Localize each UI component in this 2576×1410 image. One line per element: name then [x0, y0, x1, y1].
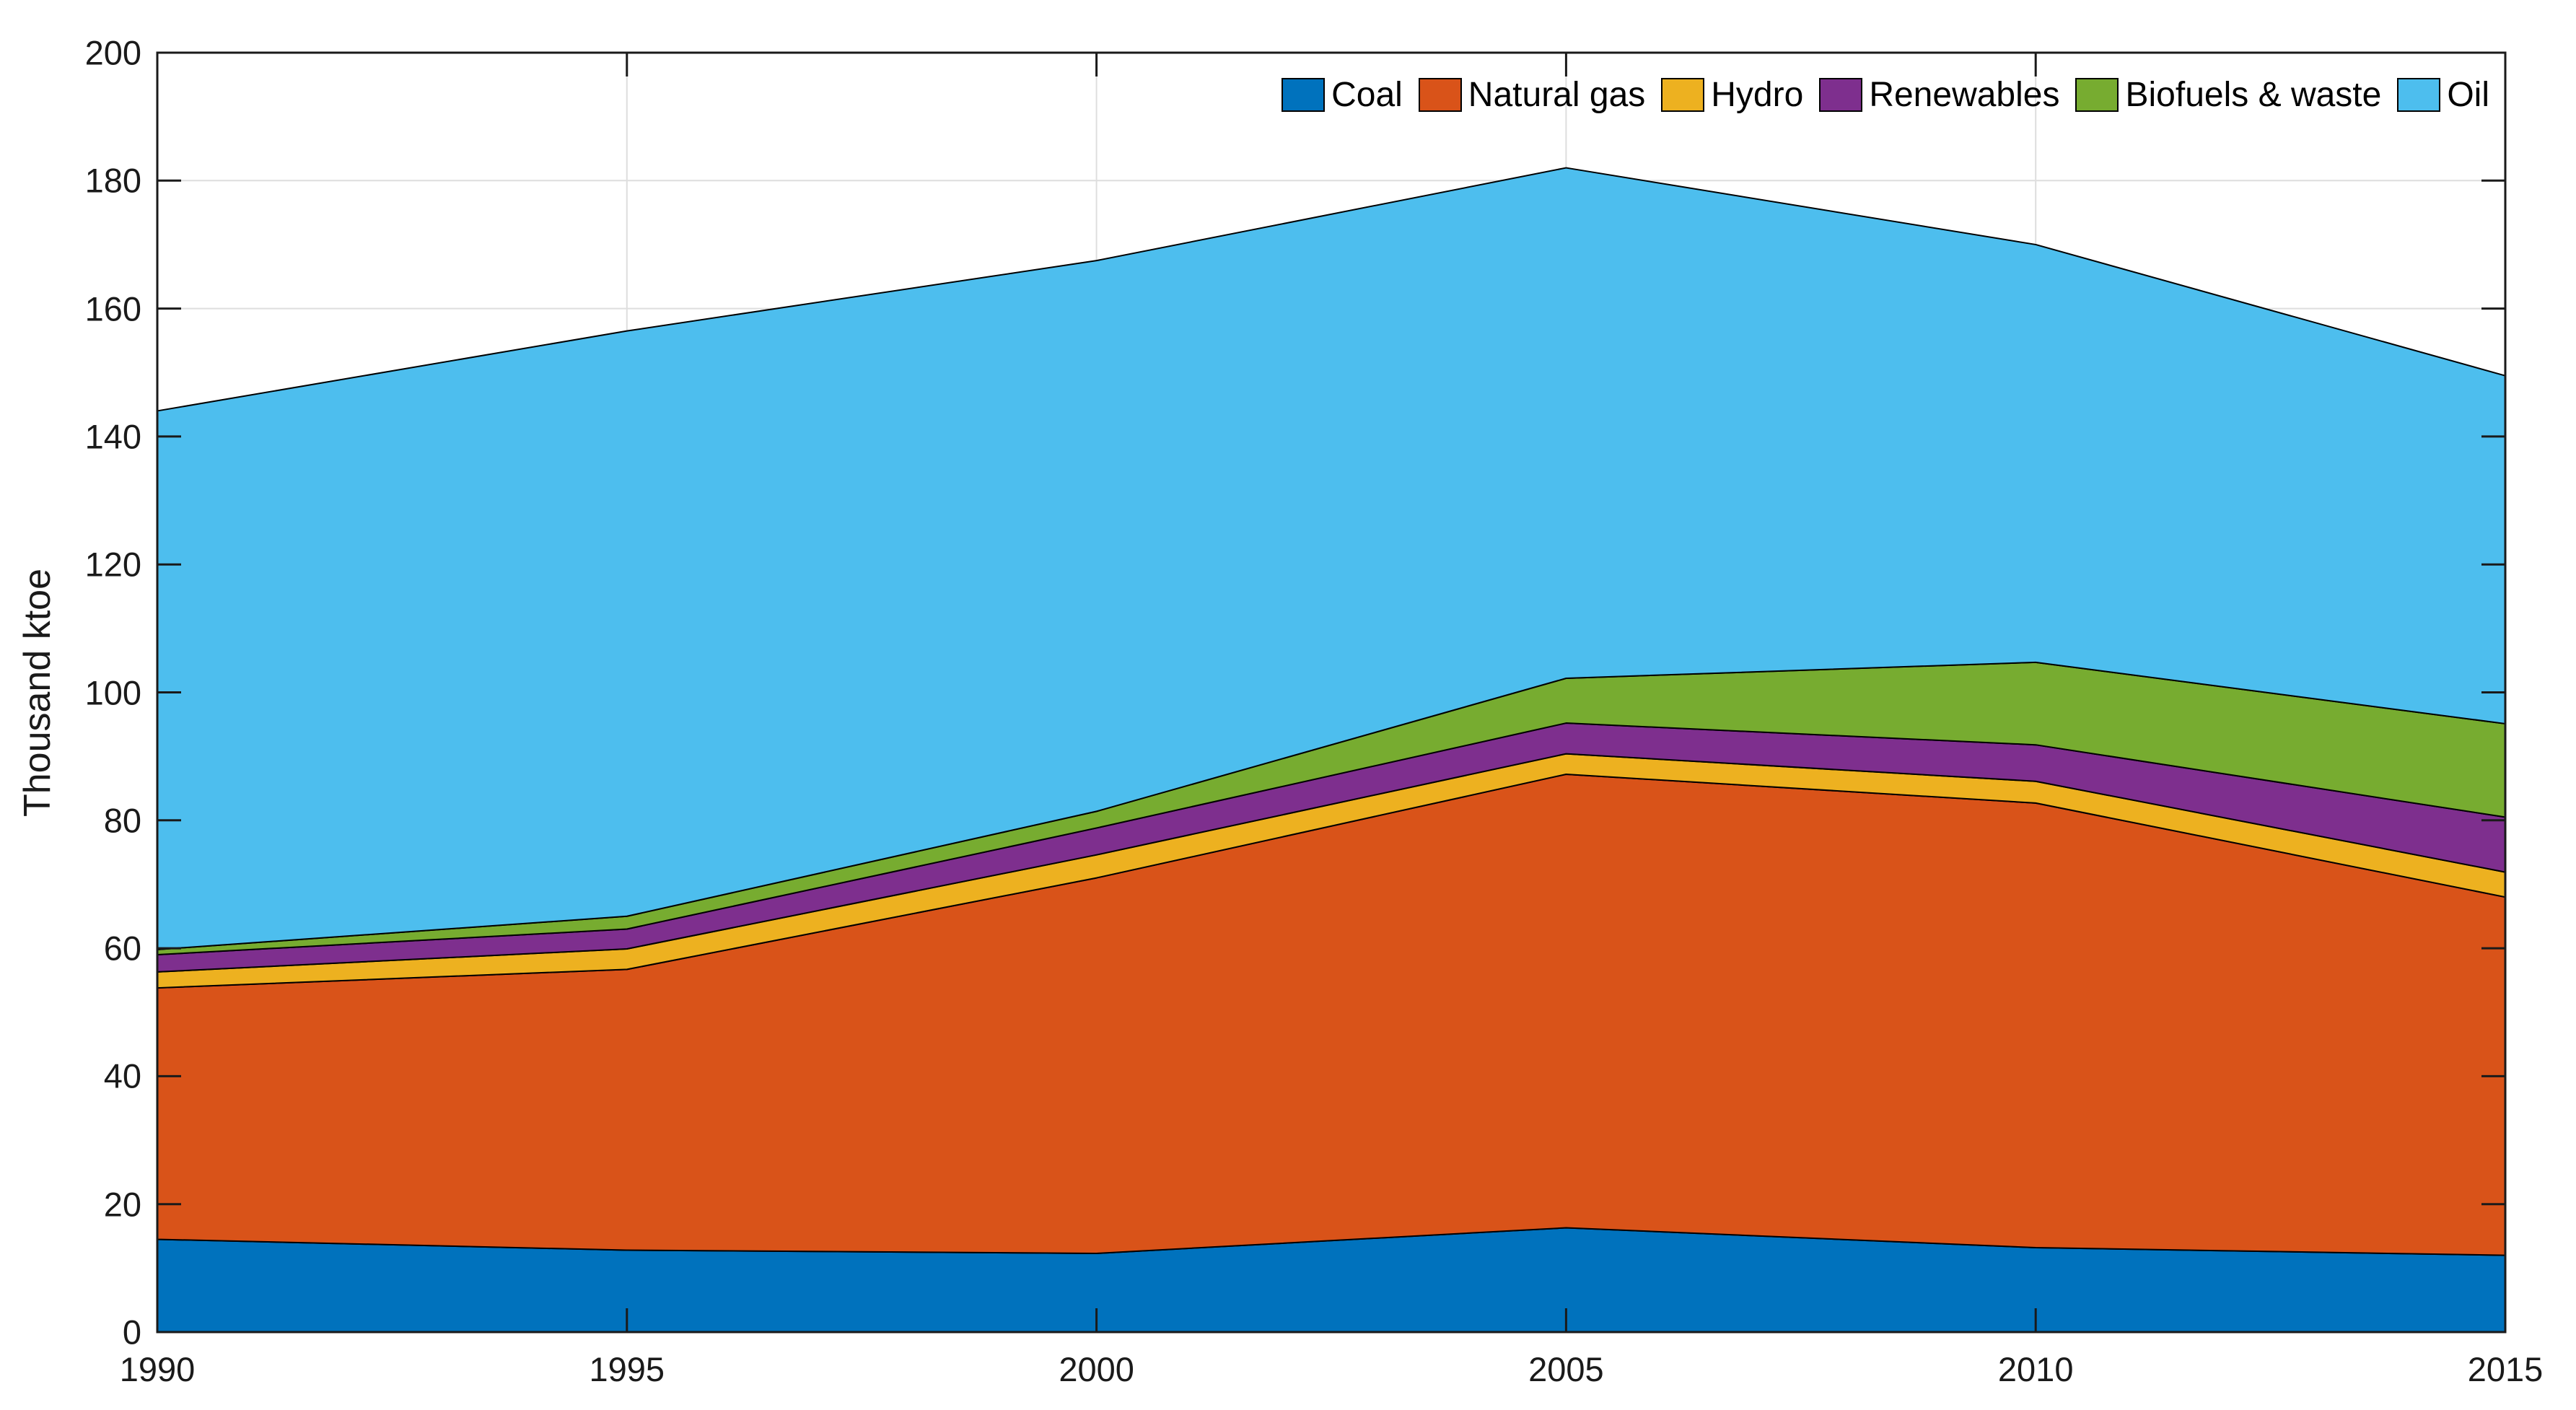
oil-swatch-icon	[2397, 78, 2441, 112]
legend-item-natural-gas: Natural gas	[1418, 75, 1646, 115]
y-tick-label-40: 40	[103, 1056, 141, 1095]
biofuels-waste-swatch-icon	[2075, 78, 2119, 112]
legend-label: Hydro	[1711, 76, 1804, 114]
y-tick-label-80: 80	[103, 801, 141, 840]
legend-item-renewables: Renewables	[1819, 75, 2059, 115]
legend-label: Oil	[2447, 76, 2489, 114]
y-tick-label-200: 200	[84, 33, 141, 72]
legend-label: Natural gas	[1468, 76, 1646, 114]
y-tick-label-0: 0	[122, 1313, 141, 1352]
chart-legend: Coal Natural gas Hydro Renewables Biofue…	[1282, 75, 2489, 115]
legend-item-coal: Coal	[1282, 75, 1403, 115]
y-axis-title: Thousand ktoe	[17, 568, 58, 818]
natural-gas-swatch-icon	[1418, 78, 1462, 112]
y-tick-label-180: 180	[84, 161, 141, 200]
x-tick-label-1995: 1995	[589, 1350, 665, 1388]
x-tick-label-2000: 2000	[1059, 1350, 1134, 1388]
legend-label: Renewables	[1869, 76, 2060, 114]
y-tick-label-100: 100	[84, 673, 141, 711]
legend-item-oil: Oil	[2397, 75, 2489, 115]
legend-label: Biofuels & waste	[2125, 76, 2382, 114]
x-tick-label-1990: 1990	[119, 1350, 196, 1388]
hydro-swatch-icon	[1661, 78, 1705, 112]
y-tick-label-140: 140	[84, 417, 141, 456]
y-tick-label-160: 160	[84, 289, 141, 328]
legend-label: Coal	[1331, 76, 1403, 114]
renewables-swatch-icon	[1819, 78, 1863, 112]
legend-item-biofuels-waste: Biofuels & waste	[2075, 75, 2381, 115]
coal-swatch-icon	[1282, 78, 1326, 112]
x-tick-label-2010: 2010	[1997, 1350, 2074, 1388]
x-tick-label-2005: 2005	[1528, 1350, 1604, 1388]
x-tick-label-2015: 2015	[2467, 1350, 2544, 1388]
y-tick-label-120: 120	[84, 545, 141, 584]
y-tick-label-20: 20	[103, 1185, 141, 1224]
y-tick-label-60: 60	[103, 929, 141, 968]
legend-item-hydro: Hydro	[1661, 75, 1803, 115]
